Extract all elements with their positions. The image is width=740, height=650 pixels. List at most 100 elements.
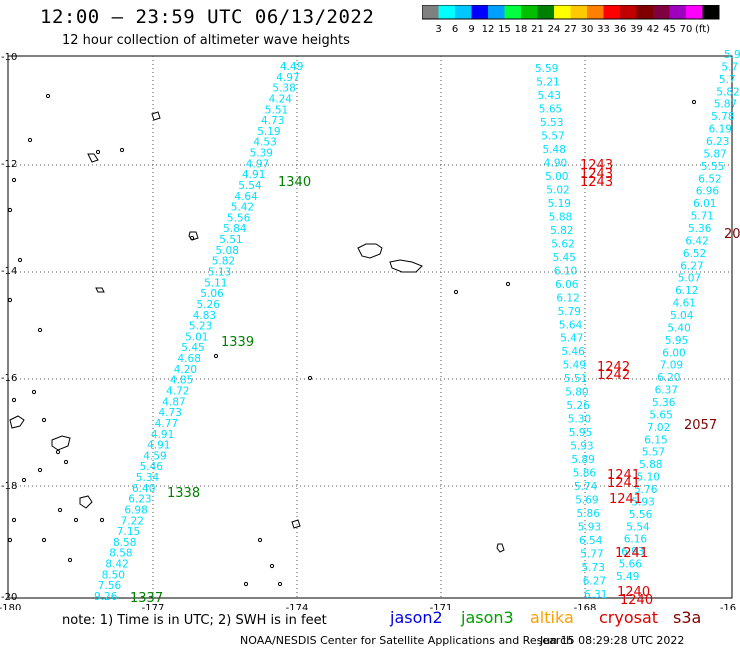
swh-value: 6.98 <box>124 505 147 517</box>
swh-value: 5.79 <box>558 306 581 318</box>
map-frame <box>7 55 733 599</box>
lat-tick-label: -20 <box>1 592 17 603</box>
pass-id-label: 1241 <box>607 476 640 491</box>
swh-value: 6.42 <box>685 235 708 247</box>
island-dot <box>27 137 33 143</box>
island-outline <box>357 243 383 259</box>
swh-value: 5.77 <box>580 549 603 561</box>
swh-value: 8.50 <box>102 569 125 581</box>
island-dot <box>17 257 23 263</box>
island-outline <box>291 519 301 529</box>
swh-value: 5.74 <box>574 481 598 493</box>
swh-value: 5.65 <box>649 409 672 421</box>
swh-value: 5.46 <box>140 461 164 473</box>
island-dot <box>243 581 249 587</box>
swh-value: 6.23 <box>128 494 151 506</box>
credit-line: NOAA/NESDIS Center for Satellite Applica… <box>240 634 574 647</box>
swh-value: 4.61 <box>673 298 696 310</box>
swh-value: 5.30 <box>568 414 591 426</box>
timestamp: Jun 15 08:29:28 UTC 2022 <box>540 634 685 647</box>
swh-value: 5.86 <box>573 468 597 480</box>
colorbar-label: 3 <box>435 24 441 35</box>
swh-value: 6.54 <box>579 535 603 547</box>
island-dot <box>99 517 105 523</box>
legend-altika: altika <box>530 608 574 627</box>
swh-value: 4.97 <box>276 72 299 84</box>
colorbar-label: 39 <box>630 24 643 35</box>
swh-value: 4.68 <box>178 353 201 365</box>
pass-id-label: 1240 <box>617 585 650 600</box>
swh-value: 4.64 <box>234 191 258 203</box>
swh-value: 5.39 <box>250 148 273 160</box>
island-dot <box>119 147 125 153</box>
swh-value: 5.95 <box>569 427 592 439</box>
island-dot <box>55 449 61 455</box>
lon-tick-label: -171 <box>430 603 453 610</box>
swh-value: 4.73 <box>261 115 284 127</box>
swh-value: 6.06 <box>555 279 579 291</box>
swh-value: 5.86 <box>577 508 601 520</box>
swh-value: 5.07 <box>678 273 701 285</box>
island-dot <box>269 563 275 569</box>
lat-tick-label: -10 <box>1 52 17 63</box>
pass-id-label: 1242 <box>597 360 630 375</box>
colorbar-label: 18 <box>515 24 528 35</box>
pass-id-label: 1243 <box>580 158 613 173</box>
swh-value: 5.84 <box>223 223 247 235</box>
lon-tick-label: -177 <box>142 603 165 610</box>
lon-tick-label: -168 <box>574 603 597 610</box>
swh-value: 5.42 <box>231 202 254 214</box>
colorbar-label: 70 <box>680 24 693 35</box>
swh-value: 5.10 <box>637 472 660 484</box>
legend-cryosat: cryosat <box>599 608 659 627</box>
swh-value: 5.56 <box>227 212 251 224</box>
swh-value: 5.82 <box>550 225 573 237</box>
island-outline <box>51 435 71 451</box>
colorbar-swatch <box>422 5 439 19</box>
legend-jason3: jason3 <box>461 608 514 627</box>
island-outline <box>496 543 505 553</box>
swh-value: 4.53 <box>253 137 276 149</box>
swh-value: 5.93 <box>631 496 654 508</box>
swh-value: 7.15 <box>117 526 140 538</box>
colorbar-swatch <box>554 5 571 19</box>
pass-id-label: 2057 <box>684 418 717 433</box>
pass-id-label: 1242 <box>597 368 630 383</box>
legend-s3a: s3a <box>673 608 702 627</box>
island-dot <box>67 557 73 563</box>
lon-tick-label: -174 <box>286 603 309 610</box>
swh-value: 7.02 <box>647 422 670 434</box>
swh-value: 5.26 <box>197 299 221 311</box>
swh-value: 5.56 <box>629 509 653 521</box>
swh-value: 4.97 <box>246 158 269 170</box>
island-dot <box>41 537 47 543</box>
colorbar-swatch <box>587 5 604 19</box>
swh-value: 5.49 <box>616 571 639 583</box>
swh-value: 5.78 <box>711 111 734 123</box>
track-mid: 5.59 5.215.43 5.655.535.57 5.484.90 5.005.02… <box>535 63 607 601</box>
swh-value: 4.49 <box>280 61 303 73</box>
colorbar-swatch <box>702 5 719 19</box>
swh-value: 4.20 <box>174 364 197 376</box>
swh-value: 6.52 <box>698 173 721 185</box>
legend-jason2: jason2 <box>390 608 443 627</box>
swh-value: 6.10 <box>554 265 577 277</box>
swh-value: 5.87 <box>714 99 737 111</box>
island-dot <box>31 389 37 395</box>
colorbar-swatch <box>636 5 653 19</box>
island-dot <box>189 235 195 241</box>
swh-value: 5.57 <box>642 447 665 459</box>
pass-id-label: 1338 <box>167 486 200 501</box>
swh-value: 5.08 <box>216 245 239 257</box>
lon-tick-label: -180 <box>0 603 21 610</box>
island-dot <box>73 517 79 523</box>
colorbar-swatch <box>570 5 587 19</box>
swh-value: 5.04 <box>670 310 694 322</box>
swh-value: 5.49 <box>563 360 586 372</box>
colorbar-swatch <box>537 5 554 19</box>
swh-value: 5.19 <box>548 198 571 210</box>
swh-value: 5.7 <box>721 61 738 73</box>
island-dot <box>257 537 263 543</box>
swh-value: 4.83 <box>193 310 216 322</box>
swh-value: 6.12 <box>675 285 698 297</box>
